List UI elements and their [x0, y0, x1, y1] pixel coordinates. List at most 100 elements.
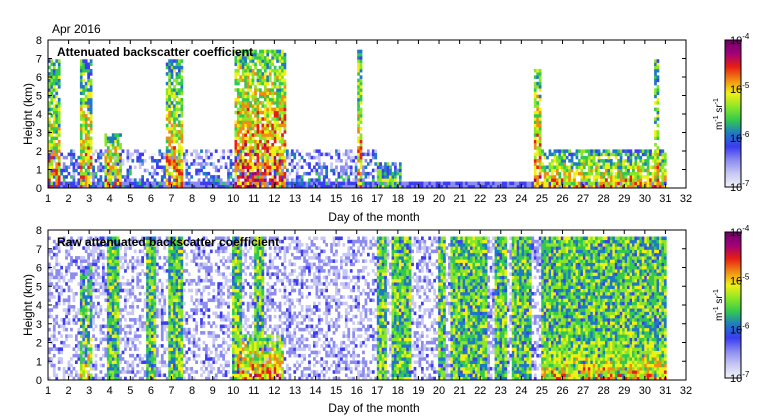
heatmap-cell: [109, 159, 113, 163]
heatmap-cell: [192, 308, 196, 312]
heatmap-cell: [187, 278, 191, 283]
heatmap-cell: [77, 347, 81, 351]
heatmap-cell: [74, 256, 78, 260]
heatmap-cell: [175, 114, 179, 118]
heatmap-cell: [52, 130, 56, 134]
heatmap-cell: [538, 78, 542, 83]
heatmap-cell: [259, 62, 262, 67]
heatmap-cell: [84, 130, 88, 134]
heatmap-cell: [570, 162, 574, 166]
heatmap-cell: [104, 298, 108, 303]
heatmap-cell: [94, 373, 98, 378]
heatmap-cell: [170, 68, 174, 73]
heatmap-cell: [160, 357, 164, 361]
heatmap-cell: [263, 81, 267, 86]
heatmap-cell: [55, 259, 59, 263]
heatmap-cell: [79, 146, 83, 150]
heatmap-cell: [84, 285, 88, 289]
heatmap-cell: [234, 68, 238, 73]
heatmap-cell: [217, 269, 221, 273]
heatmap-cell: [398, 184, 402, 189]
heatmap-cell: [72, 152, 76, 157]
heatmap-cell: [349, 171, 353, 176]
heatmap-cell: [173, 344, 176, 348]
heatmap-cell: [138, 152, 142, 157]
heatmap-cell: [340, 175, 343, 179]
heatmap-cell: [205, 155, 208, 160]
heatmap-cell: [232, 308, 235, 312]
heatmap-cell: [278, 130, 282, 134]
heatmap-cell: [251, 117, 255, 121]
heatmap-cell: [92, 334, 95, 338]
heatmap-cell: [94, 171, 98, 176]
heatmap-cell: [659, 162, 662, 166]
heatmap-cell: [281, 181, 284, 186]
heatmap-cell: [190, 152, 194, 157]
heatmap-cell: [87, 236, 91, 241]
heatmap-cell: [232, 295, 235, 299]
heatmap-cell: [87, 94, 91, 99]
heatmap-cell: [222, 249, 225, 254]
heatmap-cell: [619, 152, 623, 157]
heatmap-cell: [57, 104, 61, 108]
heatmap-cell: [536, 165, 540, 169]
heatmap-cell: [202, 246, 206, 250]
heatmap-cell: [661, 178, 665, 182]
heatmap-cell: [148, 340, 152, 345]
heatmap-cell: [239, 59, 243, 63]
heatmap-cell: [629, 165, 633, 169]
heatmap-cell: [175, 327, 179, 332]
heatmap-cell: [229, 165, 233, 169]
heatmap-cell: [263, 171, 267, 176]
heatmap-cell: [173, 350, 176, 355]
heatmap-cell: [227, 149, 230, 153]
heatmap-cell: [273, 146, 277, 150]
heatmap-cell: [283, 159, 287, 163]
heatmap-cell: [180, 305, 184, 309]
heatmap-cell: [536, 68, 540, 73]
heatmap-cell: [259, 181, 262, 186]
heatmap-cell: [654, 65, 657, 70]
x-tick-label: 16: [351, 193, 363, 205]
heatmap-cell: [261, 171, 265, 176]
heatmap-cell: [224, 246, 228, 250]
heatmap-cell: [222, 340, 225, 345]
heatmap-cell: [155, 252, 159, 257]
heatmap-cell: [489, 181, 493, 186]
heatmap-cell: [48, 347, 51, 351]
heatmap-cell: [219, 236, 223, 241]
heatmap-cell: [153, 376, 157, 381]
heatmap-cell: [168, 295, 171, 299]
heatmap-cell: [77, 340, 81, 345]
heatmap-cell: [99, 162, 103, 166]
heatmap-cell: [79, 107, 83, 112]
heatmap-cell: [573, 181, 576, 186]
heatmap-cell: [239, 130, 243, 134]
heatmap-cell: [241, 56, 245, 60]
heatmap-cell: [182, 155, 186, 160]
heatmap-cell: [143, 159, 147, 163]
heatmap-cell: [160, 178, 164, 182]
heatmap-cell: [234, 110, 238, 115]
heatmap-cell: [133, 334, 137, 338]
heatmap-cell: [170, 139, 174, 144]
heatmap-cell: [67, 285, 71, 289]
heatmap-cell: [187, 184, 191, 189]
heatmap-cell: [57, 75, 61, 79]
heatmap-cell: [155, 282, 159, 286]
heatmap-cell: [344, 171, 348, 176]
heatmap-cell: [286, 152, 289, 157]
heatmap-cell: [170, 344, 174, 348]
heatmap-cell: [94, 262, 98, 267]
heatmap-cell: [241, 110, 245, 115]
heatmap-cell: [236, 155, 240, 160]
heatmap-cell: [241, 120, 245, 124]
heatmap-cell: [126, 278, 130, 283]
heatmap-cell: [644, 184, 648, 189]
heatmap-cell: [249, 155, 252, 160]
heatmap-cell: [185, 159, 189, 163]
heatmap-cell: [209, 275, 213, 280]
heatmap-cell: [52, 126, 56, 131]
heatmap-cell: [55, 146, 59, 150]
heatmap-cell: [636, 149, 640, 153]
